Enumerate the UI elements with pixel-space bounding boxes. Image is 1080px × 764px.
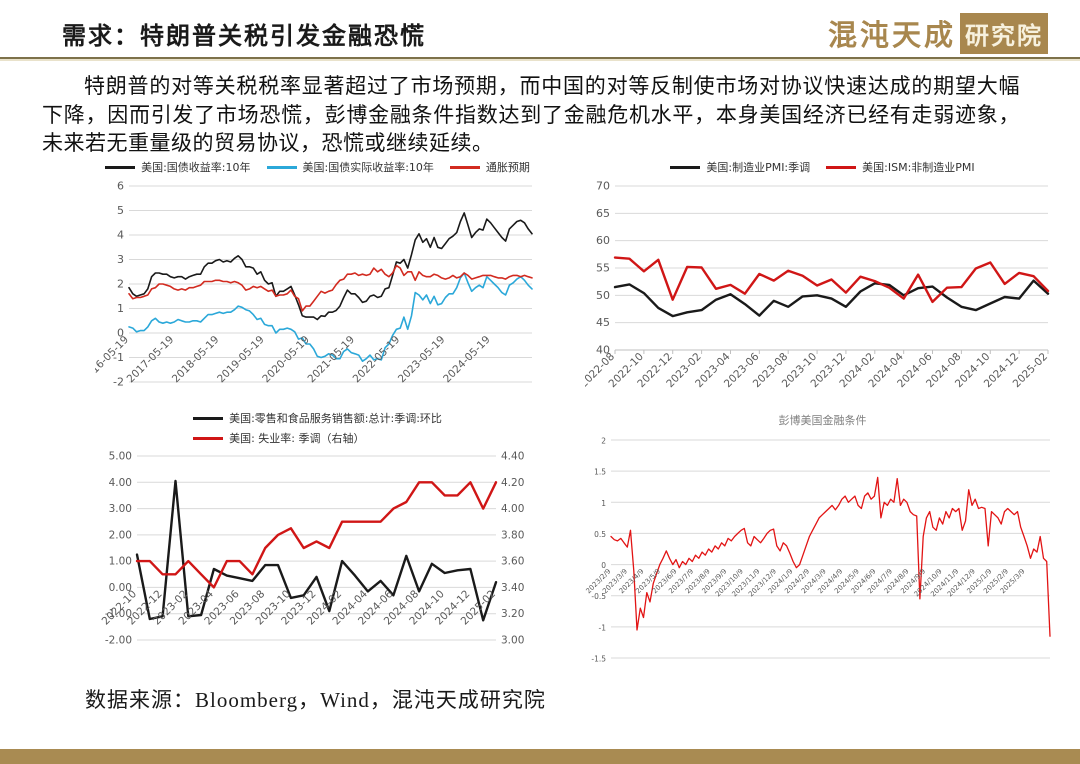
svg-text:5.00: 5.00: [109, 451, 132, 463]
legend-label: 美国:制造业PMI:季调: [706, 161, 811, 174]
svg-text:4.00: 4.00: [501, 503, 524, 515]
legend-marker: [449, 165, 480, 169]
logo: 混沌天成 研究院: [828, 12, 1048, 54]
bottom-bar: [0, 749, 1080, 764]
svg-text:4.00: 4.00: [109, 477, 132, 489]
svg-text:4.20: 4.20: [501, 477, 524, 489]
svg-text:70: 70: [596, 180, 610, 193]
legend-item-2: 通胀预期: [449, 159, 530, 175]
legend-item-1: 美国:国债实际收益率:10年: [266, 159, 434, 175]
svg-text:-1: -1: [113, 351, 124, 364]
body-paragraph: 特朗普的对等关税税率显著超过了市场预期，而中国的对等反制使市场对协议快速达成的期…: [42, 74, 1020, 155]
svg-text:45: 45: [596, 316, 610, 329]
svg-text:0: 0: [601, 561, 606, 570]
svg-text:3.40: 3.40: [501, 582, 524, 594]
svg-text:2024-05-19: 2024-05-19: [441, 334, 493, 386]
chart-title: 彭博美国金融条件: [778, 414, 867, 427]
svg-text:2020-05-19: 2020-05-19: [260, 334, 312, 386]
svg-text:1: 1: [117, 302, 124, 315]
svg-text:0.00: 0.00: [109, 582, 132, 594]
chart-canvas-us-treasury-yields: 6543210-1-22016-05-192017-05-192018-05-1…: [79, 180, 533, 389]
svg-text:3.00: 3.00: [109, 503, 132, 515]
legend-label: 美国:零售和食品服务销售额:总计:季调:环比: [229, 412, 442, 425]
legend-marker: [193, 416, 224, 420]
svg-text:2.00: 2.00: [109, 529, 132, 541]
legend-label: 通胀预期: [485, 161, 530, 174]
svg-text:1.00: 1.00: [109, 556, 132, 568]
svg-text:5: 5: [117, 204, 124, 217]
svg-text:1.5: 1.5: [594, 468, 606, 477]
svg-text:50: 50: [596, 289, 610, 302]
logo-box: 研究院: [960, 12, 1048, 54]
svg-text:3.80: 3.80: [501, 529, 524, 541]
chart-retail-unemployment: 美国:零售和食品服务销售额:总计:季调:环比 美国: 失业率: 季调（右轴） 5.…: [95, 410, 540, 677]
chart-retail-legend: 美国:零售和食品服务销售额:总计:季调:环比 美国: 失业率: 季调（右轴）: [193, 410, 442, 446]
chart-pmi-legend: 美国:制造业PMI:季调 美国:ISM:非制造业PMI: [585, 158, 1060, 176]
svg-text:40: 40: [596, 344, 610, 357]
chart-canvas-us-pmi: 706560555045402022-082022-102022-122023-…: [578, 180, 1051, 391]
legend-label: 美国:国债收益率:10年: [141, 161, 251, 174]
svg-text:2021-05-19: 2021-05-19: [305, 334, 357, 386]
svg-text:-1.5: -1.5: [591, 655, 606, 664]
legend-marker: [826, 165, 857, 169]
chart-treasury-yields: 美国:国债收益率:10年 美国:国债实际收益率:10年 通胀预期 6 5 4 3 2 1 0 -1…: [79, 158, 540, 415]
svg-text:2: 2: [601, 437, 606, 446]
svg-text:0: 0: [117, 327, 124, 340]
legend-item-1: 美国: 失业率: 季调（右轴）: [193, 430, 364, 446]
svg-text:-1.00: -1.00: [105, 608, 132, 620]
chart-pmi: 美国:制造业PMI:季调 美国:ISM:非制造业PMI 70 65 60 55 50 45 4…: [578, 158, 1060, 415]
svg-text:60: 60: [596, 234, 610, 247]
svg-text:2019-05-19: 2019-05-19: [215, 334, 267, 386]
chart-financial-conditions: 彭博美国金融条件 2 1.5 1 0.5 0 -0.5 -1 -1.5 2023/2/9 2023…: [585, 412, 1060, 675]
svg-text:4.40: 4.40: [501, 451, 524, 463]
page-title: 需求：特朗普关税引发金融恐慌: [62, 24, 426, 50]
svg-text:3.60: 3.60: [501, 556, 524, 568]
legend-marker: [670, 165, 701, 169]
svg-text:3: 3: [117, 253, 124, 266]
svg-text:2023-05-19: 2023-05-19: [396, 334, 448, 386]
svg-text:0.5: 0.5: [594, 530, 606, 539]
svg-text:2022-05-19: 2022-05-19: [351, 334, 403, 386]
svg-text:-0.5: -0.5: [591, 592, 606, 601]
svg-text:2: 2: [117, 278, 124, 291]
svg-text:55: 55: [596, 262, 610, 275]
chart-treasury-legend: 美国:国债收益率:10年 美国:国债实际收益率:10年 通胀预期: [95, 158, 540, 176]
legend-label: 美国:国债实际收益率:10年: [302, 161, 434, 174]
footer-source: 数据来源：Bloomberg，Wind，混沌天成研究院: [85, 688, 546, 712]
legend-label: 美国:ISM:非制造业PMI: [862, 161, 975, 174]
svg-text:-2: -2: [113, 376, 124, 389]
legend-marker: [193, 436, 224, 440]
logo-text: 混沌天成: [827, 20, 956, 52]
legend-item-0: 美国:国债收益率:10年: [105, 159, 251, 175]
legend-label: 美国: 失业率: 季调（右轴）: [229, 432, 365, 445]
chart-canvas-us-retail-unemployment: 5.00 4.00 3.00 2.00 1.00 0.00 -1.00 -2.00 4.40 4.…: [100, 451, 525, 647]
legend-item-1: 美国:ISM:非制造业PMI: [826, 159, 975, 175]
svg-text:65: 65: [596, 207, 610, 220]
svg-text:6: 6: [117, 180, 124, 193]
svg-text:1: 1: [601, 499, 606, 508]
legend-item-0: 美国:零售和食品服务销售额:总计:季调:环比: [193, 410, 442, 426]
svg-text:2018-05-19: 2018-05-19: [170, 334, 222, 386]
header-rule: [0, 57, 1080, 61]
svg-text:4: 4: [117, 229, 124, 242]
legend-marker: [105, 165, 136, 169]
svg-text:-2.00: -2.00: [105, 635, 132, 647]
svg-text:2017-05-19: 2017-05-19: [125, 334, 177, 386]
svg-text:-1: -1: [599, 623, 607, 632]
svg-text:3.00: 3.00: [501, 635, 524, 647]
chart-canvas-bloomberg-us-financial-conditions: 21.510.50-0.5-1-1.52023/2/92023/3/92023/…: [585, 437, 1051, 664]
legend-item-0: 美国:制造业PMI:季调: [670, 159, 810, 175]
svg-text:3.20: 3.20: [501, 608, 524, 620]
legend-marker: [266, 165, 297, 169]
